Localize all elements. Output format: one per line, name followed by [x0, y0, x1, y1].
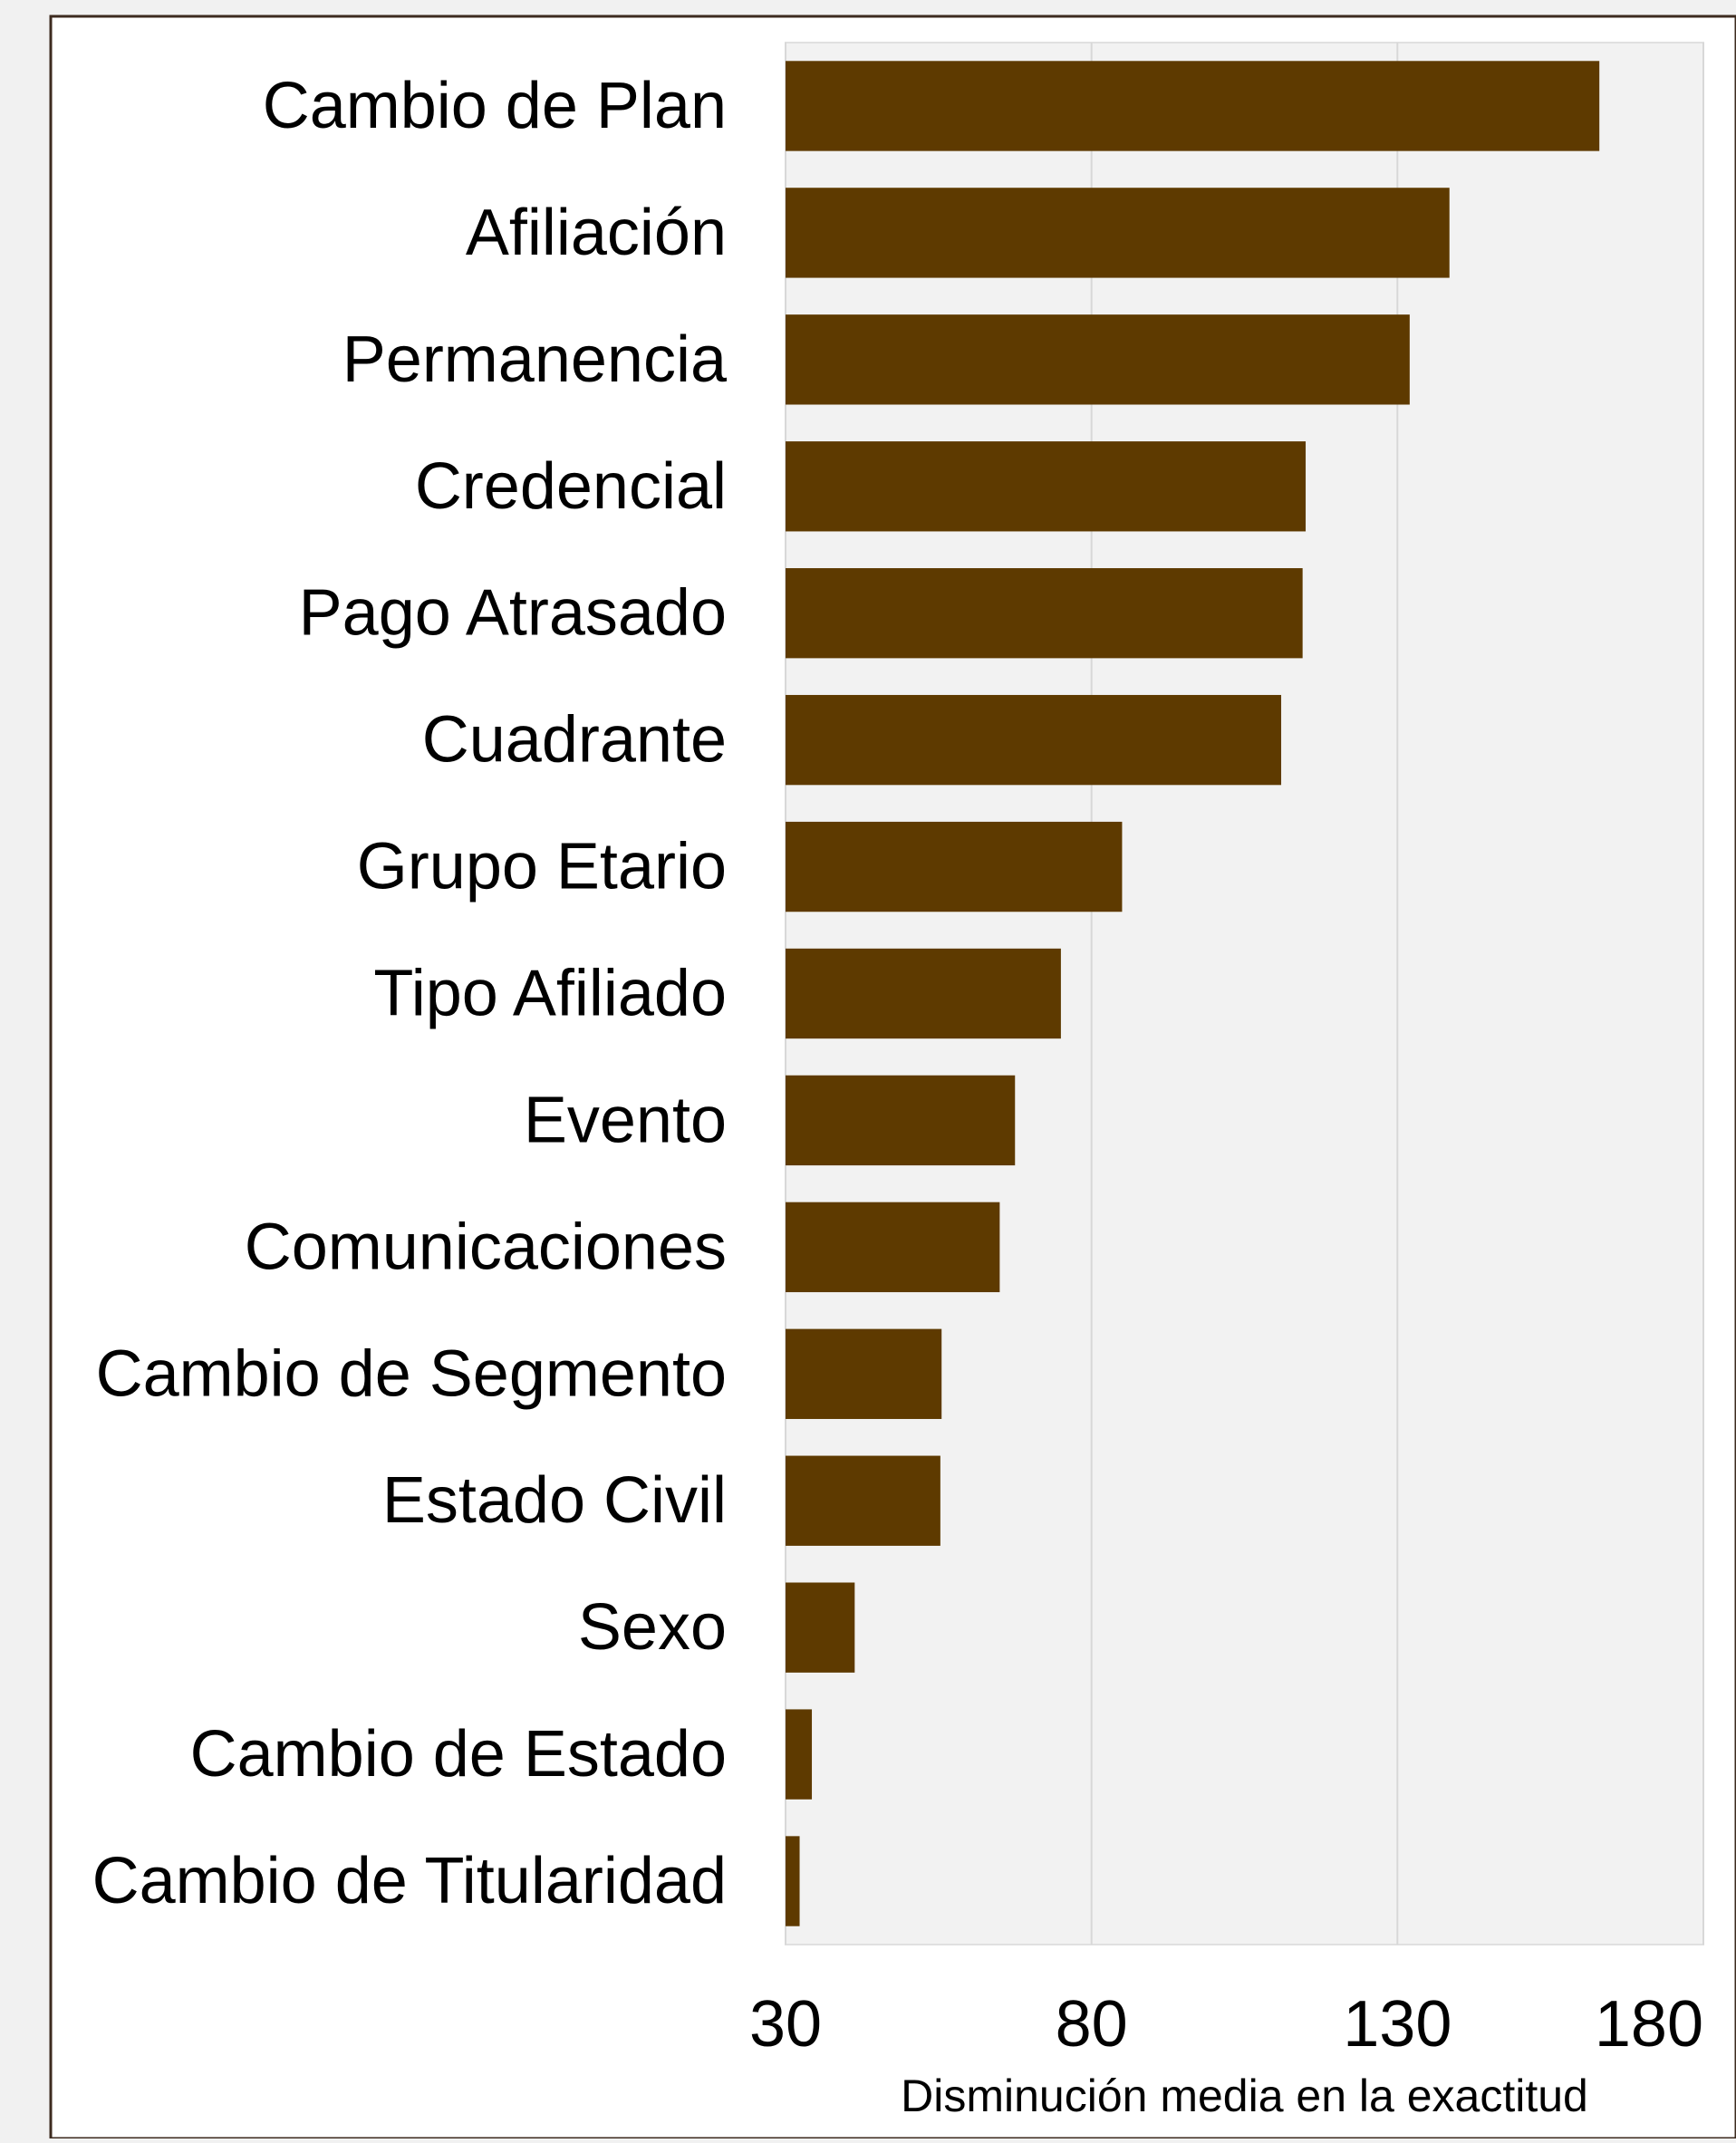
category-label-0: Cambio de Plan [263, 70, 727, 142]
category-label-11: Estado Civil [382, 1464, 727, 1537]
x-tick-label-2: 130 [1343, 1988, 1451, 2061]
bar-14 [786, 1836, 800, 1926]
category-label-14: Cambio de Titularidad [92, 1845, 727, 1917]
category-label-12: Sexo [578, 1591, 727, 1664]
category-label-1: Afiliación [466, 197, 727, 269]
x-tick-labels: 30 80 130 180 [749, 1988, 1703, 2061]
bar-8 [786, 1075, 1016, 1166]
category-label-9: Comunicaciones [245, 1211, 727, 1283]
bars [786, 61, 1600, 1926]
bar-9 [786, 1202, 1000, 1293]
category-label-7: Tipo Afiliado [373, 958, 727, 1030]
bar-6 [786, 821, 1123, 912]
bar-10 [786, 1328, 942, 1419]
category-label-6: Grupo Etario [357, 831, 727, 903]
bar-7 [786, 948, 1061, 1039]
bar-2 [786, 314, 1410, 405]
bar-12 [786, 1582, 855, 1673]
bar-13 [786, 1709, 813, 1800]
bar-11 [786, 1455, 940, 1546]
category-label-3: Credencial [415, 450, 727, 523]
bar-3 [786, 441, 1307, 532]
category-label-2: Permanencia [342, 323, 728, 396]
bar-0 [786, 61, 1600, 151]
category-label-8: Evento [524, 1084, 727, 1156]
x-tick-label-1: 80 [1056, 1988, 1128, 2061]
x-tick-label-3: 180 [1595, 1988, 1703, 2061]
bar-5 [786, 694, 1282, 786]
category-label-5: Cuadrante [422, 704, 727, 777]
category-label-4: Pago Atrasado [299, 577, 727, 650]
bar-4 [786, 568, 1303, 659]
category-labels: Cambio de Plan Afiliación Permanencia Crede… [92, 70, 728, 1917]
x-tick-label-0: 30 [749, 1988, 822, 2061]
category-label-10: Cambio de Segmento [96, 1337, 727, 1410]
category-label-13: Cambio de Estado [190, 1718, 727, 1791]
x-axis-title: Disminución media en la exactitud [901, 2071, 1588, 2121]
bar-1 [786, 188, 1450, 278]
